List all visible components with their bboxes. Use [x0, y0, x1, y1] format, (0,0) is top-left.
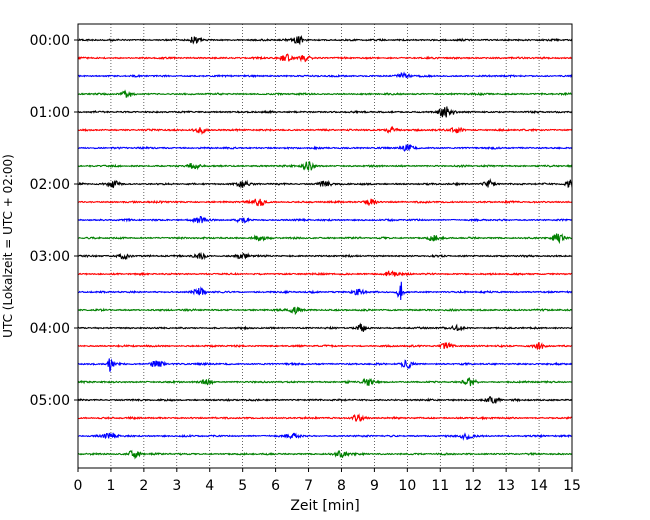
x-tick-label: 8 — [337, 478, 346, 494]
trace-line — [77, 161, 573, 171]
y-axis-label: UTC (Lokalzeit = UTC + 02:00) — [1, 154, 15, 338]
trace-line — [77, 53, 573, 63]
trace-line — [77, 233, 573, 245]
trace-line — [77, 322, 573, 332]
trace-line — [77, 377, 573, 387]
trace-line — [77, 432, 573, 441]
trace-line — [77, 270, 573, 277]
x-axis: 0 1 2 3 4 5 6 7 8 9 10 11 12 13 14 15 — [74, 468, 581, 494]
trace-line — [77, 198, 573, 207]
trace-line — [77, 358, 573, 372]
x-axis-label: Zeit [min] — [290, 498, 359, 514]
trace-line — [77, 34, 573, 46]
x-tick-label: 9 — [370, 478, 379, 494]
y-axis: 00:00 01:00 02:00 03:00 04:00 05:00 — [30, 33, 78, 409]
x-tick-label: 5 — [238, 478, 247, 494]
trace-line — [77, 449, 573, 460]
trace-line — [78, 306, 573, 316]
trace-line — [77, 413, 573, 422]
y-tick-label: 01:00 — [30, 105, 70, 121]
trace-line — [77, 281, 573, 300]
grid-lines — [110, 24, 540, 468]
trace-line — [77, 106, 573, 118]
trace-line — [77, 178, 573, 189]
trace-line — [77, 89, 573, 98]
trace-line — [77, 125, 573, 135]
x-tick-label: 6 — [271, 478, 280, 494]
x-tick-label: 0 — [74, 478, 83, 494]
y-tick-label: 04:00 — [30, 321, 70, 337]
x-tick-label: 4 — [205, 478, 214, 494]
trace-line — [77, 341, 573, 351]
x-tick-label: 3 — [172, 478, 181, 494]
trace-line — [77, 143, 573, 152]
x-tick-label: 1 — [106, 478, 115, 494]
trace-group — [77, 34, 573, 460]
x-tick-label: 12 — [464, 478, 482, 494]
x-tick-label: 7 — [304, 478, 313, 494]
y-tick-label: 03:00 — [30, 249, 70, 265]
trace-line — [77, 251, 573, 261]
x-tick-label: 11 — [431, 478, 449, 494]
x-tick-label: 13 — [497, 478, 515, 494]
x-tick-label: 10 — [398, 478, 416, 494]
x-tick-label: 2 — [139, 478, 148, 494]
y-tick-label: 02:00 — [30, 177, 70, 193]
y-tick-label: 00:00 — [30, 33, 70, 49]
x-tick-label: 14 — [530, 478, 548, 494]
trace-line — [77, 215, 573, 224]
trace-line — [77, 71, 573, 79]
x-tick-label: 15 — [563, 478, 581, 494]
y-tick-label: 05:00 — [30, 393, 70, 409]
plot-frame — [77, 23, 573, 469]
trace-line — [77, 395, 573, 404]
